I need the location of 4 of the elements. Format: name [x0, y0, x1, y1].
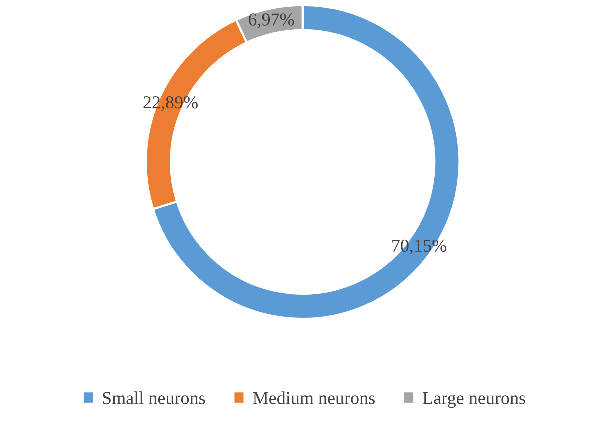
legend-label: Large neurons [423, 392, 526, 408]
legend-label: Small neurons [103, 392, 206, 404]
legend-label: Medium neurons [253, 392, 375, 404]
data-label: 6,97% [248, 14, 294, 28]
